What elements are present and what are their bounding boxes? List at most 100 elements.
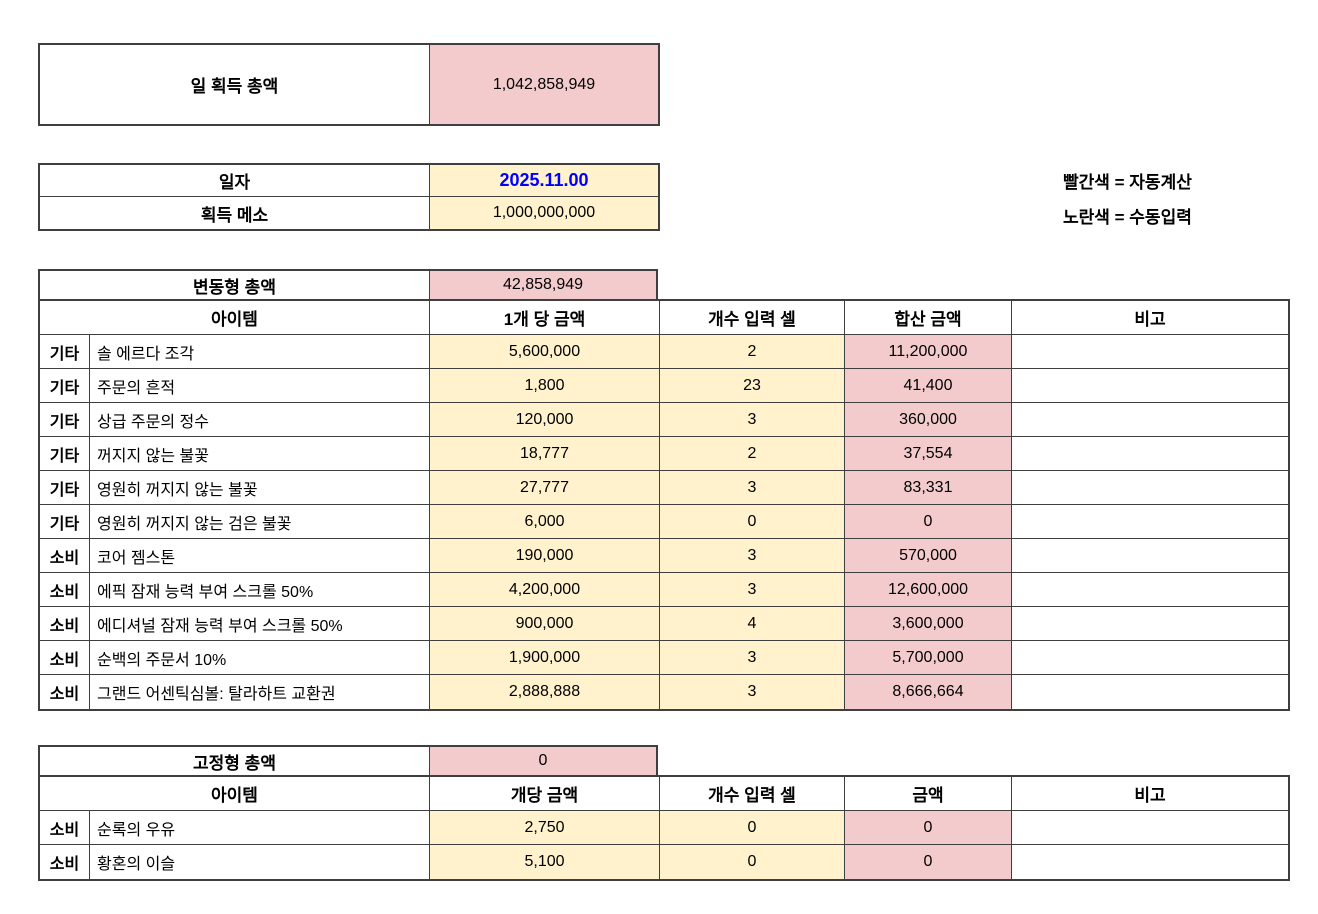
unit-price-input-cell[interactable]: 1,800 [430,369,660,402]
item-name-cell: 꺼지지 않는 불꽃 [90,437,430,470]
table-row: 기타 솔 에르다 조각 5,600,000 2 11,200,000 [40,335,1288,369]
item-name-cell: 에디셔널 잠재 능력 부여 스크롤 50% [90,607,430,640]
unit-price-input-cell[interactable]: 900,000 [430,607,660,640]
item-category-cell: 소비 [40,539,90,572]
quantity-input-cell[interactable]: 3 [660,539,845,572]
fixed-table-rows: 소비 순록의 우유 2,750 0 0 소비 황혼의 이슬 5,100 0 0 [40,811,1288,879]
item-name-cell: 영원히 꺼지지 않는 검은 불꽃 [90,505,430,538]
quantity-input-cell[interactable]: 0 [660,845,845,879]
sum-amount-cell: 11,200,000 [845,335,1012,368]
variable-total-label: 변동형 총액 [40,271,430,299]
item-name-cell: 상급 주문의 정수 [90,403,430,436]
variable-table-rows: 기타 솔 에르다 조각 5,600,000 2 11,200,000 기타 주문… [40,335,1288,709]
note-cell [1012,403,1288,436]
item-name-cell: 순록의 우유 [90,811,430,844]
table-row: 소비 순록의 우유 2,750 0 0 [40,811,1288,845]
sum-amount-cell: 0 [845,845,1012,879]
quantity-input-cell[interactable]: 3 [660,471,845,504]
header-sum: 합산 금액 [845,301,1012,334]
table-row: 기타 상급 주문의 정수 120,000 3 360,000 [40,403,1288,437]
table-row: 기타 주문의 흔적 1,800 23 41,400 [40,369,1288,403]
unit-price-input-cell[interactable]: 120,000 [430,403,660,436]
sum-amount-cell: 0 [845,505,1012,538]
table-row: 소비 그랜드 어센틱심볼: 탈라하트 교환권 2,888,888 3 8,666… [40,675,1288,709]
item-category-cell: 기타 [40,471,90,504]
header-item: 아이템 [40,301,430,334]
unit-price-input-cell[interactable]: 1,900,000 [430,641,660,674]
color-legend: 빨간색 = 자동계산 노란색 = 수동입력 [1063,165,1192,235]
header-note: 비고 [1134,310,1166,329]
header-amount: 금액 [845,777,1012,810]
quantity-input-cell[interactable]: 23 [660,369,845,402]
unit-price-input-cell[interactable]: 27,777 [430,471,660,504]
unit-price-input-cell[interactable]: 2,888,888 [430,675,660,709]
note-cell [1012,369,1288,402]
unit-price-input-cell[interactable]: 5,100 [430,845,660,879]
item-category-cell: 소비 [40,811,90,844]
unit-price-input-cell[interactable]: 6,000 [430,505,660,538]
date-row: 일자 2025.11.00 [40,165,658,197]
date-meso-box: 일자 2025.11.00 획득 메소 1,000,000,000 [38,163,660,231]
quantity-input-cell[interactable]: 3 [660,403,845,436]
item-name-cell: 그랜드 어센틱심볼: 탈라하트 교환권 [90,675,430,709]
item-category-cell: 기타 [40,505,90,538]
sum-amount-cell: 41,400 [845,369,1012,402]
note-cell [1012,641,1288,674]
item-category-cell: 기타 [40,335,90,368]
sum-amount-cell: 37,554 [845,437,1012,470]
quantity-input-cell[interactable]: 3 [660,675,845,709]
note-cell [1012,471,1288,504]
note-cell [1012,573,1288,606]
sum-amount-cell: 3,600,000 [845,607,1012,640]
unit-price-input-cell[interactable]: 18,777 [430,437,660,470]
item-category-cell: 소비 [40,641,90,674]
item-category-cell: 기타 [40,369,90,402]
unit-price-input-cell[interactable]: 4,200,000 [430,573,660,606]
item-category-cell: 소비 [40,607,90,640]
note-cell [1012,335,1288,368]
table-row: 소비 에디셔널 잠재 능력 부여 스크롤 50% 900,000 4 3,600… [40,607,1288,641]
item-name-cell: 황혼의 이슬 [90,845,430,879]
legend-yellow-manual: 노란색 = 수동입력 [1063,208,1192,227]
table-row: 기타 영원히 꺼지지 않는 불꽃 27,777 3 83,331 [40,471,1288,505]
fixed-items-table: 아이템 개당 금액 개수 입력 셀 금액 비고 소비 순록의 우유 2,750 … [38,775,1290,881]
note-cell [1012,505,1288,538]
daily-total-value-cell: 1,042,858,949 [430,45,658,124]
unit-price-input-cell[interactable]: 190,000 [430,539,660,572]
sum-amount-cell: 0 [845,811,1012,844]
sum-amount-cell: 12,600,000 [845,573,1012,606]
fixed-total-value-cell: 0 [430,747,656,775]
header-unit-price: 개당 금액 [430,777,660,810]
unit-price-input-cell[interactable]: 5,600,000 [430,335,660,368]
variable-items-table: 아이템 1개 당 금액 개수 입력 셀 합산 금액 비고 기타 솔 에르다 조각… [38,299,1290,711]
meso-input-cell[interactable]: 1,000,000,000 [430,197,658,229]
quantity-input-cell[interactable]: 0 [660,811,845,844]
quantity-input-cell[interactable]: 3 [660,641,845,674]
meso-label: 획득 메소 [40,197,430,229]
note-cell [1012,811,1288,844]
table-row: 소비 황혼의 이슬 5,100 0 0 [40,845,1288,879]
item-category-cell: 소비 [40,845,90,879]
quantity-input-cell[interactable]: 0 [660,505,845,538]
item-category-cell: 소비 [40,573,90,606]
quantity-input-cell[interactable]: 4 [660,607,845,640]
variable-total-value-cell: 42,858,949 [430,271,656,299]
header-qty-input: 개수 입력 셀 [660,301,845,334]
table-row: 기타 꺼지지 않는 불꽃 18,777 2 37,554 [40,437,1288,471]
quantity-input-cell[interactable]: 2 [660,437,845,470]
quantity-input-cell[interactable]: 2 [660,335,845,368]
note-cell [1012,675,1288,709]
date-label: 일자 [40,165,430,196]
sum-amount-cell: 83,331 [845,471,1012,504]
note-cell [1012,845,1288,879]
quantity-input-cell[interactable]: 3 [660,573,845,606]
item-category-cell: 소비 [40,675,90,709]
date-input-cell[interactable]: 2025.11.00 [430,165,658,196]
fixed-total-box: 고정형 총액 0 [38,745,658,777]
item-category-cell: 기타 [40,403,90,436]
header-qty-input: 개수 입력 셀 [660,777,845,810]
unit-price-input-cell[interactable]: 2,750 [430,811,660,844]
sum-amount-cell: 360,000 [845,403,1012,436]
item-category-cell: 기타 [40,437,90,470]
item-name-cell: 코어 젬스톤 [90,539,430,572]
